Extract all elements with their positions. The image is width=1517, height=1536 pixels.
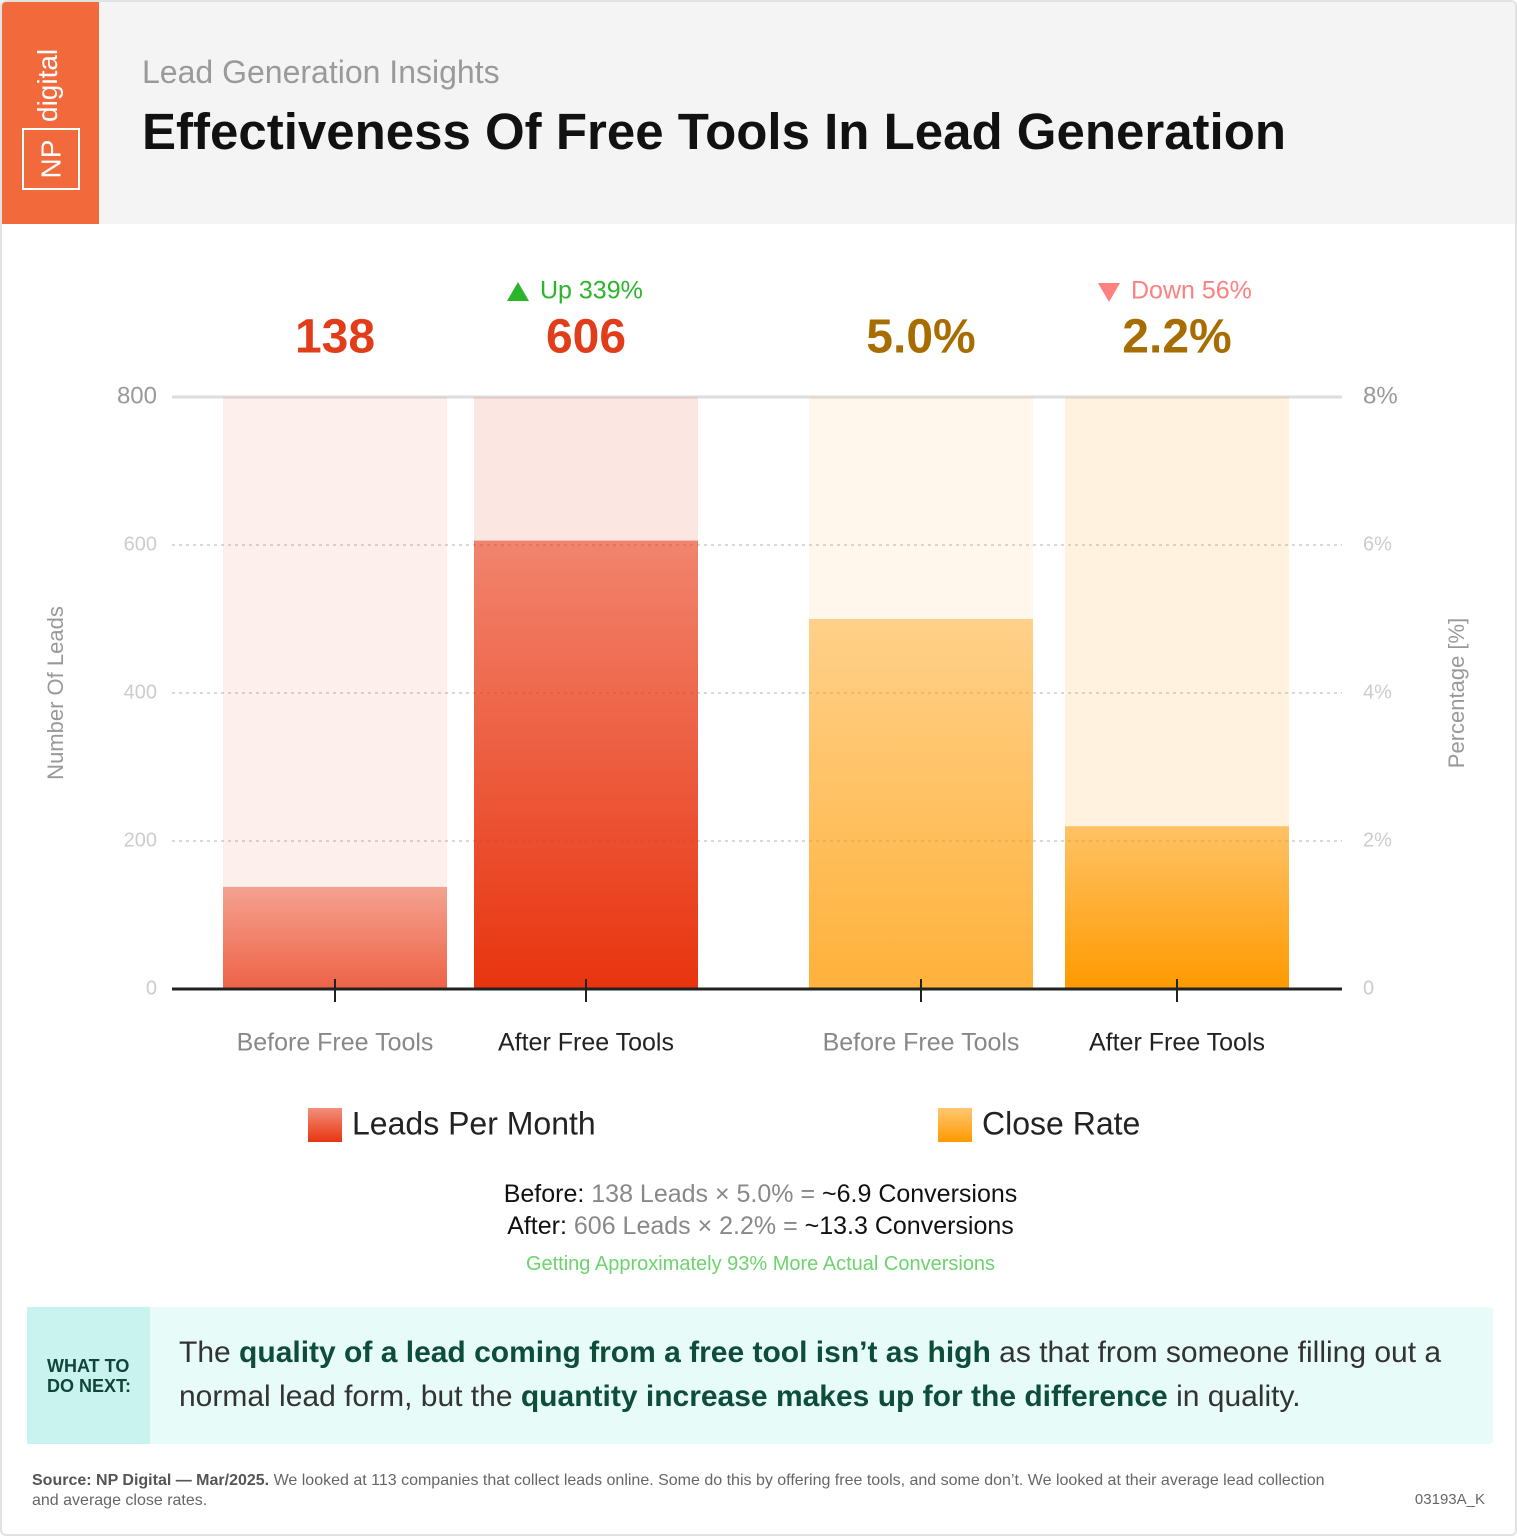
summary-after: After: 606 Leads × 2.2% = ~13.3 Conversi… [2,1212,1515,1241]
callout-label-line: DO NEXT: [47,1375,132,1396]
y2-tick-label: 4% [1363,681,1392,703]
callout-label-line: WHAT TO [47,1355,130,1376]
annotation: Down 56% [1131,277,1252,305]
arrow [507,282,529,301]
code: 03193A_K [1414,1491,1485,1508]
y-tick-label: 800 [117,382,157,409]
summary-formula: 606 Leads × 2.2% = [573,1212,798,1240]
y2-tick-label: 6% [1363,533,1392,555]
text: in quality. [1176,1380,1301,1413]
summary-formula: 138 Leads × 5.0% = [591,1180,816,1208]
y2-axis-label: Percentage [%] [1444,618,1469,768]
value-label: 2.2% [1122,311,1231,364]
value-label: 606 [546,311,626,364]
y2-tick-label: 2% [1363,829,1392,851]
bar [809,619,1033,989]
source: Source: NP Digital — Mar/2025. We looked… [32,1471,1332,1511]
y-tick-label: 0 [146,977,157,999]
summary-before: Before: 138 Leads × 5.0% = ~6.9 Conversi… [2,1180,1515,1209]
logo: digital NP [2,2,99,224]
annotation: Up 339% [540,277,643,305]
y2-tick-label: 0 [1363,977,1374,999]
bar [474,540,698,989]
arrow [1098,283,1120,302]
legend-swatch [938,1108,972,1142]
legend-label: Leads Per Month [352,1105,596,1141]
x-tick-label: After Free Tools [498,1029,674,1057]
summary-note: Getting Approximately 93% More Actual Co… [525,1253,996,1275]
summary-label: Before: [503,1180,585,1208]
source-bold: Source: NP Digital — Mar/2025. [32,1472,270,1489]
text: The [179,1336,231,1369]
bar [1065,826,1289,989]
bold-text: quantity increase makes up for the diffe… [520,1380,1168,1413]
x-tick-label: Before Free Tools [237,1029,434,1057]
summary-result: ~13.3 Conversions [804,1212,1014,1240]
y2-tick-label: 8% [1363,382,1398,409]
subtitle: Lead Generation Insights [142,54,500,90]
y-axis-label: Number Of Leads [43,606,68,780]
summary-result: ~6.9 Conversions [822,1180,1018,1208]
source-text: We looked at 113 companies that collect … [32,1472,1325,1509]
bold-text: quality of a lead coming from a free too… [239,1336,991,1369]
y-tick-label: 400 [124,681,157,703]
text: as that from someone filling out a norma… [179,1336,1442,1413]
bar [223,886,447,989]
value-label: 5.0% [866,311,975,364]
x-tick-label: Before Free Tools [823,1029,1020,1057]
legend-swatch [308,1108,342,1142]
value-label: 138 [295,311,375,364]
y-tick-label: 200 [124,829,157,851]
title: Effectiveness Of Free Tools In Lead Gene… [142,103,1287,160]
legend-label: Close Rate [982,1105,1140,1141]
summary-label: After: [507,1212,567,1240]
logo-box: NP [22,128,80,190]
chart: 0 200 400 600 800 0 2% 4% 6% 8% Number Of Leads Per… [43,277,1469,1142]
header: digital NP Lead Generation Insights Effe… [2,2,1515,224]
callout-label: WHAT TO DO NEXT: [27,1307,150,1444]
x-tick-label: After Free Tools [1089,1029,1265,1057]
y-tick-label: 600 [124,533,157,555]
callout-text: The quality of a lead coming from a free… [179,1331,1479,1419]
callout: WHAT TO DO NEXT: The quality of a lead co… [27,1307,1493,1444]
